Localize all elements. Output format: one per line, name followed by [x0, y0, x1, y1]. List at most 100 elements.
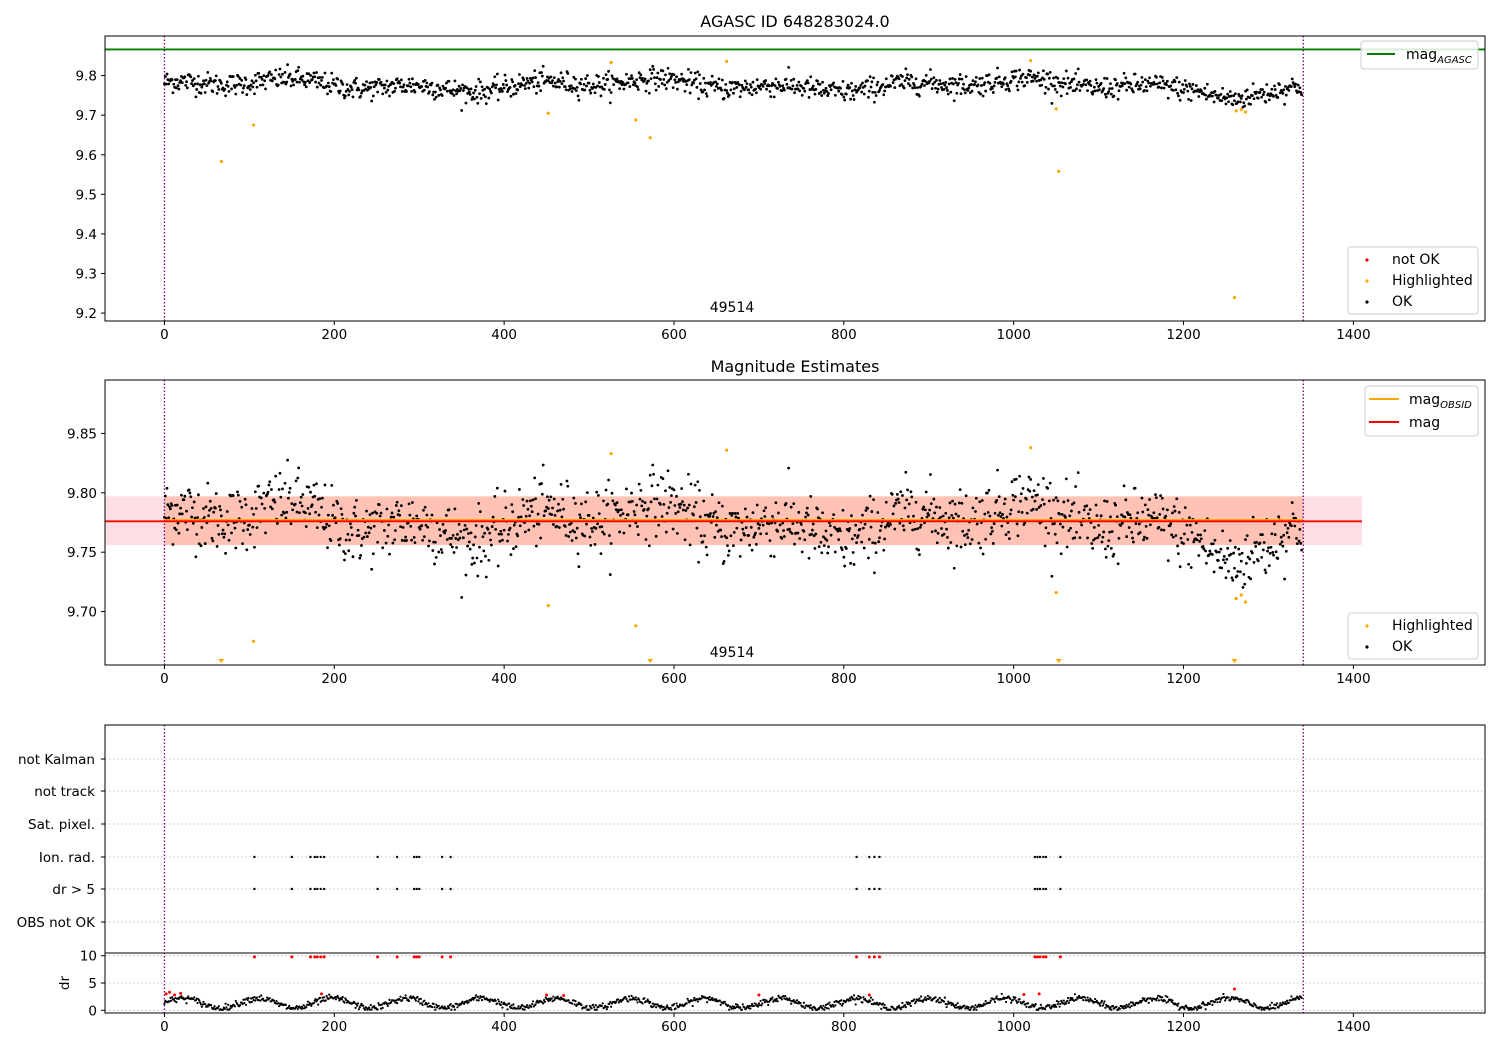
dr-point [1147, 1001, 1150, 1004]
ok-point [200, 526, 204, 529]
ok-point [588, 535, 592, 539]
dr-point [1186, 1006, 1189, 1010]
dr-point [1059, 1002, 1062, 1006]
ok-point [203, 91, 207, 94]
ok-point [983, 81, 987, 85]
ok-point [277, 73, 281, 76]
ok-point [828, 524, 832, 527]
ok-point [242, 84, 246, 88]
ok-point [488, 531, 492, 535]
dr-point [889, 1008, 892, 1011]
ok-point [607, 69, 610, 73]
ok-point [570, 90, 574, 93]
dr-point [450, 1008, 453, 1011]
dr-point [362, 1004, 365, 1007]
ok-point [378, 514, 382, 518]
ok-point [991, 87, 994, 90]
ok-point [314, 80, 318, 84]
ok-point [639, 488, 643, 492]
ok-point [1025, 511, 1029, 515]
dr-point [370, 1008, 373, 1011]
ok-point [643, 77, 647, 81]
ok-point [1272, 94, 1275, 98]
dr-high-point [252, 955, 256, 959]
ok-point [704, 545, 708, 549]
highlighted-point [634, 118, 638, 122]
ok-point [935, 90, 939, 94]
ok-point [1221, 86, 1224, 90]
dr-point [627, 995, 631, 998]
ok-point [253, 92, 256, 96]
ok-point [754, 542, 758, 546]
ok-point [236, 490, 239, 494]
dr-point [826, 1002, 829, 1006]
ok-point [663, 83, 667, 87]
ok-point [596, 522, 599, 526]
ion-rad-flag [253, 855, 256, 859]
dr-point [516, 1007, 519, 1010]
dr-point [435, 1003, 438, 1006]
dr-point [340, 998, 344, 1001]
legend-label-mag-obsid: magOBSID [1409, 392, 1472, 411]
dr-point [708, 995, 711, 999]
ok-point [283, 481, 287, 485]
ok-point [192, 77, 196, 81]
ok-point [697, 97, 701, 101]
highlighted-point [648, 136, 652, 140]
ok-point [376, 90, 380, 94]
ok-point [871, 90, 875, 94]
ok-point [1098, 88, 1101, 92]
ok-point [945, 527, 948, 531]
ok-point [730, 514, 734, 517]
ok-point [575, 526, 579, 530]
ok-point [666, 469, 670, 473]
ok-point [1269, 92, 1273, 96]
ok-point [288, 72, 292, 76]
ok-point [1186, 538, 1190, 541]
ok-point [1265, 83, 1269, 86]
dr-point [506, 1008, 509, 1011]
ok-point [1116, 97, 1120, 101]
dr-point [334, 998, 338, 1001]
ok-point [287, 496, 290, 500]
ok-point [440, 551, 444, 554]
ok-point [453, 79, 457, 83]
ok-point [1060, 81, 1064, 85]
ok-point [196, 516, 199, 519]
dr-point [740, 1008, 744, 1011]
dr-point [494, 999, 497, 1002]
ok-point [1173, 80, 1177, 84]
ok-point [1188, 523, 1192, 527]
dr-point [604, 1005, 608, 1008]
dr-point [1109, 1006, 1112, 1009]
ok-point [1146, 508, 1150, 512]
ok-point [553, 81, 557, 85]
panel2-xtick-label: 200 [321, 671, 347, 687]
ok-point [574, 89, 578, 93]
ok-point [1176, 91, 1179, 95]
dr-point [1252, 1005, 1255, 1008]
dr-point [747, 1006, 750, 1010]
ion-rad-flag [395, 855, 399, 859]
ok-point [745, 82, 749, 86]
dr-point [417, 1000, 420, 1003]
dr-point [480, 996, 483, 999]
dr-point [471, 996, 474, 1000]
ok-point [615, 501, 619, 505]
ok-point [851, 94, 855, 97]
dr-point [734, 1006, 737, 1010]
ok-point [369, 526, 373, 530]
ok-point [820, 551, 824, 555]
ok-point [1149, 523, 1152, 527]
dr-point [356, 1002, 360, 1005]
ok-point [1228, 539, 1232, 542]
dr-point [1073, 993, 1076, 996]
ok-point [227, 538, 231, 542]
ok-point [1103, 547, 1107, 551]
ok-point [1144, 524, 1148, 528]
ok-point [999, 515, 1003, 518]
ok-point [518, 73, 521, 76]
ok-point [439, 548, 443, 551]
ok-point [593, 91, 597, 95]
ok-point [725, 536, 729, 540]
